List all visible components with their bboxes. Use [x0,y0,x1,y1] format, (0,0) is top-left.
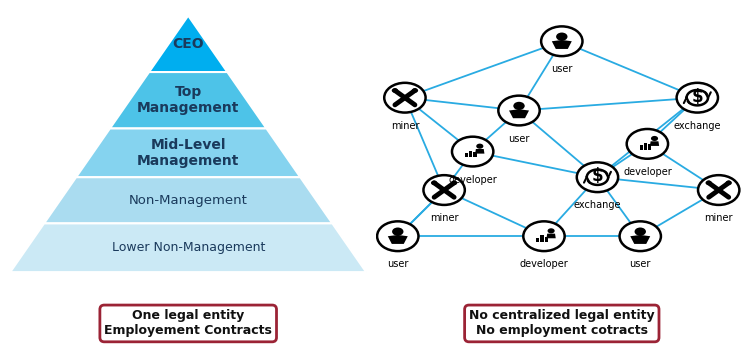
Circle shape [513,102,525,110]
Circle shape [377,221,419,251]
Text: Lower Non-Management: Lower Non-Management [112,241,265,254]
Circle shape [620,221,661,251]
Circle shape [524,221,565,251]
Text: exchange: exchange [674,121,721,131]
Text: developer: developer [623,167,672,177]
Circle shape [498,96,540,125]
Text: $: $ [592,167,603,185]
Text: miner: miner [391,121,419,131]
Polygon shape [509,109,529,118]
Text: developer: developer [448,175,497,185]
Circle shape [424,175,465,205]
Text: user: user [509,134,530,144]
Circle shape [476,144,483,149]
Bar [544,237,548,242]
Circle shape [725,181,732,185]
Bar [465,153,468,157]
Text: Non-Management: Non-Management [129,194,248,207]
Bar [469,151,472,157]
Polygon shape [552,40,572,49]
Polygon shape [110,72,266,129]
Polygon shape [10,223,366,272]
Circle shape [698,175,740,205]
Polygon shape [630,235,650,244]
Circle shape [548,228,555,233]
Polygon shape [650,141,659,146]
Bar [536,238,539,242]
Bar [644,143,647,150]
Circle shape [451,181,458,185]
Text: user: user [629,259,651,269]
Text: One legal entity
Employement Contracts: One legal entity Employement Contracts [104,310,272,337]
Text: miner: miner [704,213,733,223]
Circle shape [676,83,718,112]
Polygon shape [76,129,300,177]
Circle shape [452,137,494,166]
Circle shape [627,129,668,159]
Text: miner: miner [430,213,458,223]
Circle shape [651,136,658,141]
Circle shape [392,227,404,236]
Text: No centralized legal entity
No employment cotracts: No centralized legal entity No employmen… [469,310,655,337]
Text: developer: developer [520,259,568,269]
Circle shape [541,26,583,56]
Circle shape [556,32,568,41]
Text: user: user [551,64,572,74]
Polygon shape [149,16,227,72]
Text: CEO: CEO [172,37,204,51]
Polygon shape [388,235,408,244]
Circle shape [706,181,712,185]
Bar [541,236,544,242]
Circle shape [392,88,398,93]
Text: Top
Management: Top Management [137,85,239,115]
Bar [648,144,651,150]
Circle shape [634,227,646,236]
Bar [640,145,643,150]
Polygon shape [44,177,332,223]
Text: $: $ [692,88,703,106]
Polygon shape [476,149,484,154]
Circle shape [577,162,618,192]
Circle shape [431,181,437,185]
Polygon shape [547,233,556,238]
Text: user: user [387,259,409,269]
Circle shape [412,88,418,93]
Text: exchange: exchange [574,200,621,210]
Bar [473,152,476,157]
Circle shape [384,83,425,112]
Text: Mid-Level
Management: Mid-Level Management [137,138,239,168]
